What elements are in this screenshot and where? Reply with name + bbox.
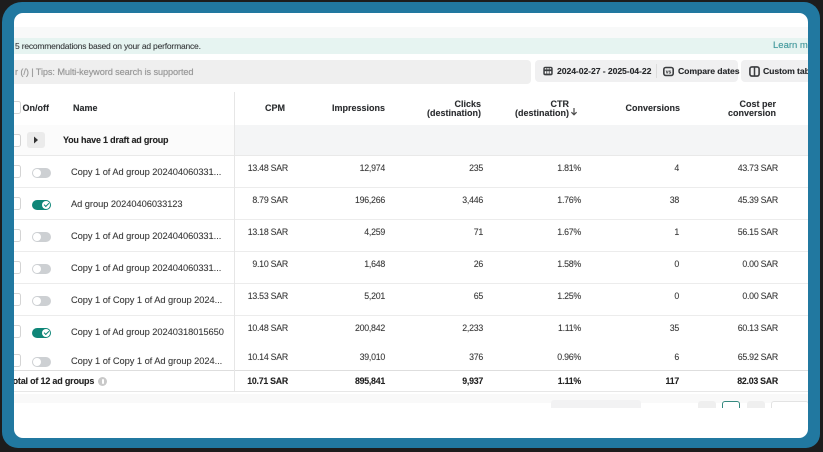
svg-text:vs: vs — [666, 69, 672, 75]
